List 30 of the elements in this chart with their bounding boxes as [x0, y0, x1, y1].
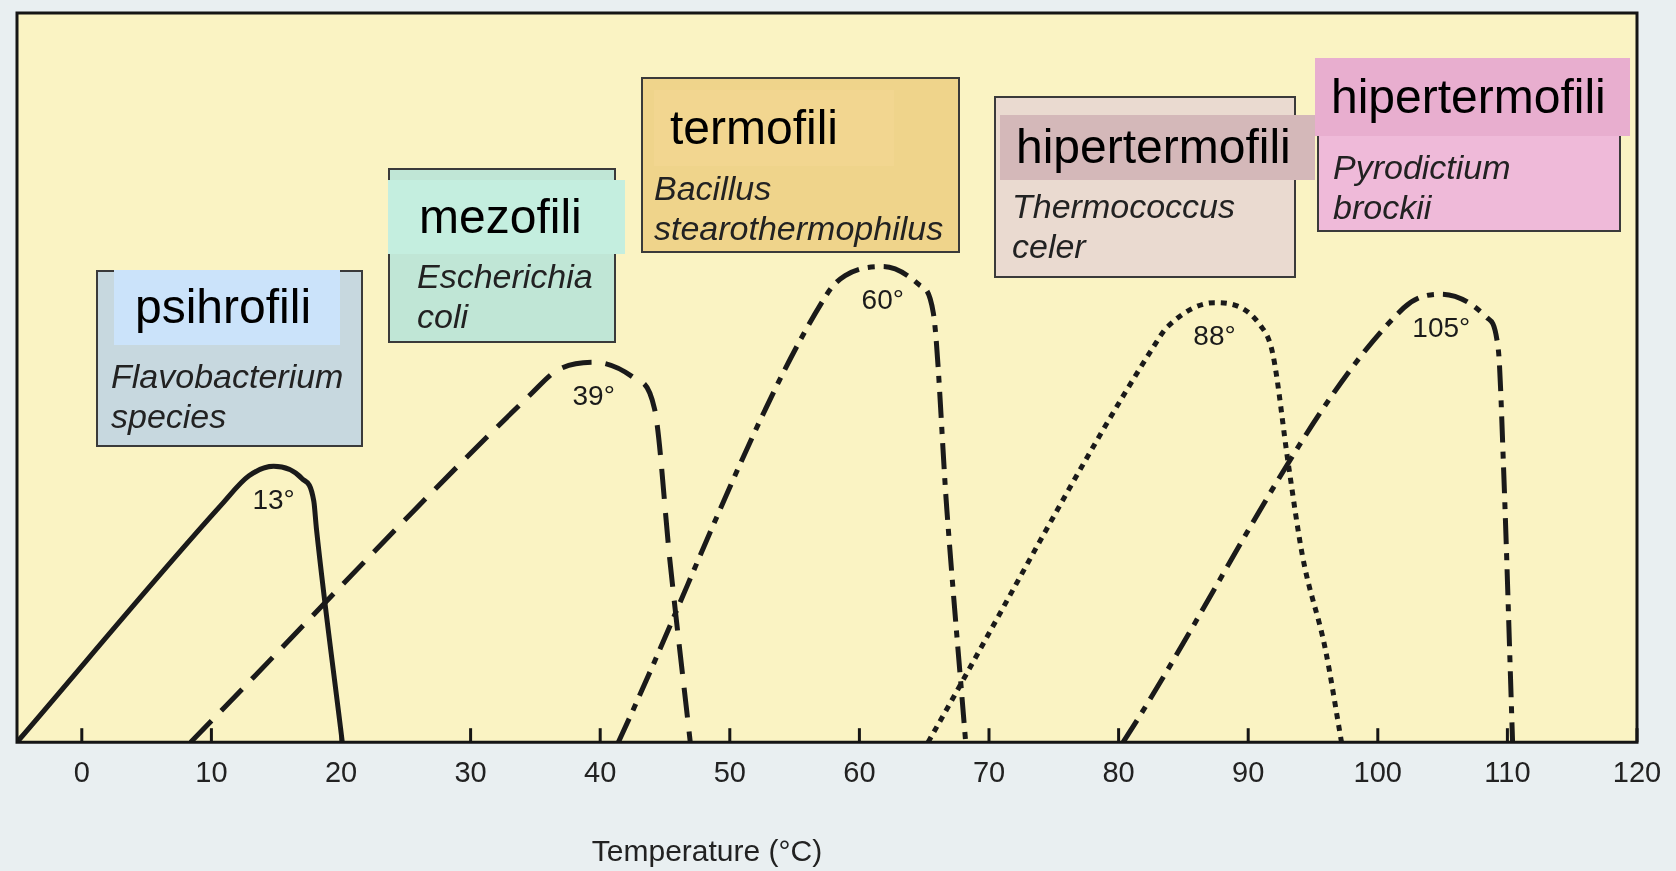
annotation: Flavobacterium species: [111, 357, 344, 435]
text: Pyrodictium brockii: [1333, 148, 1511, 226]
x-tick-label: 0: [73, 755, 90, 788]
x-tick-label: 80: [1102, 755, 1135, 788]
x-tick-label: 30: [454, 755, 487, 788]
annotation: psihrofili: [135, 280, 312, 334]
x-tick-label: 90: [1232, 755, 1265, 788]
annotation: 105°: [1412, 311, 1471, 343]
label-tag: psihrofili: [114, 270, 340, 345]
annotation: 60°: [861, 284, 904, 316]
x-tick-label: 70: [972, 755, 1006, 788]
annotation: 88°: [1193, 320, 1236, 352]
x-tick-label: 40: [584, 755, 617, 788]
annotation: 39°: [572, 379, 615, 411]
x-tick-label: 100: [1353, 755, 1402, 788]
x-tick-label: 120: [1612, 755, 1662, 788]
x-tick-label: 20: [324, 755, 358, 788]
label-tag: hipertermofili: [1315, 58, 1630, 136]
label-tag: mezofili: [388, 180, 625, 254]
annotation: Escherichia coli: [417, 257, 593, 335]
text: Bacillus stearothermophilus: [654, 169, 944, 247]
text: Thermococcus celer: [1012, 187, 1235, 265]
x-tick-label: 10: [195, 755, 228, 788]
x-tick-label: 60: [843, 755, 876, 788]
x-tick-label: 110: [1484, 755, 1531, 788]
x-tick-label: 50: [713, 755, 746, 788]
annotation: 13°: [252, 484, 295, 516]
x-axis-title: Temperature (°C): [591, 834, 823, 868]
label-tag: termofili: [654, 90, 894, 166]
label-tag: hipertermofili: [1000, 115, 1315, 180]
